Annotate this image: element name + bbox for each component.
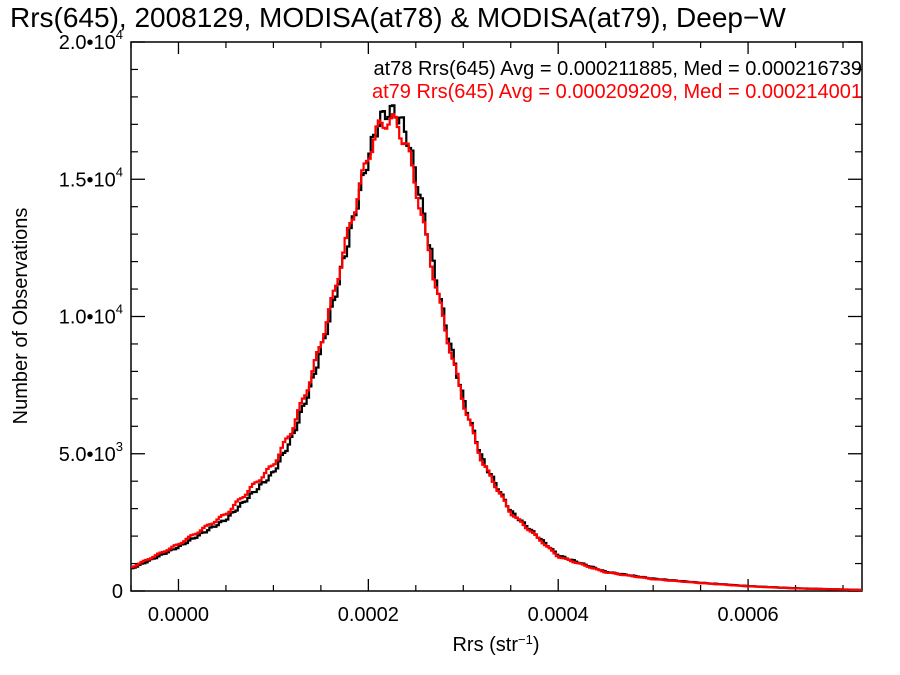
x-axis-label-sup: −1 [518,632,533,647]
x-axis-label-base: Rrs (str [452,634,518,656]
y-tick-label: 1.5•104 [59,164,123,191]
y-tick-label: 0 [112,581,123,603]
y-tick-label: 5.0•103 [59,439,123,466]
plot-frame [130,41,863,592]
histogram-series [131,104,862,592]
y-tick-mantissa: 2.0•10 [59,32,116,54]
y-tick-mantissa: 1.5•10 [59,169,116,191]
series-at78-line [131,104,862,591]
x-tick-label: 0.0004 [528,604,589,626]
y-tick-exponent: 4 [116,27,123,42]
x-axis-label-tail: ) [533,634,540,656]
axis-ticks [130,41,862,592]
chart-title: Rrs(645), 2008129, MODISA(at78) & MODISA… [10,2,786,33]
y-tick-exponent: 4 [116,302,123,317]
y-tick-mantissa: 5.0•10 [59,444,116,466]
x-axis-label: Rrs (str−1) [452,632,539,656]
y-axis-label: Number of Observations [10,208,32,425]
x-tick-labels: 0.0000 0.0002 0.0004 0.0006 [148,604,779,626]
x-tick-label: 0.0000 [148,604,209,626]
y-tick-exponent: 3 [116,439,123,454]
y-tick-exponent: 4 [116,164,123,179]
y-tick-mantissa: 0 [112,581,123,603]
stat-line-at79: at79 Rrs(645) Avg = 0.000209209, Med = 0… [372,81,862,103]
y-tick-label: 2.0•104 [59,27,123,54]
x-tick-label: 0.0006 [717,604,778,626]
y-tick-label: 1.0•104 [59,302,123,329]
y-tick-mantissa: 1.0•10 [59,307,116,329]
series-at79-line [131,113,862,592]
x-tick-label: 0.0002 [338,604,399,626]
stat-line-at78: at78 Rrs(645) Avg = 0.000211885, Med = 0… [373,58,862,80]
